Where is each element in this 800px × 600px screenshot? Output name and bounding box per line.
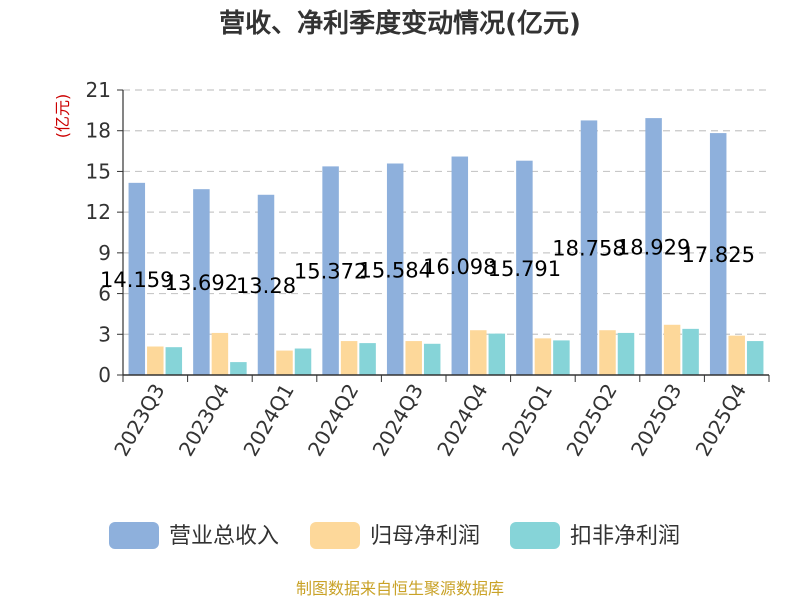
y-tick-label: 0 bbox=[98, 363, 111, 387]
legend-item[interactable]: 营业总收入 bbox=[109, 522, 279, 549]
legend-label: 扣非净利润 bbox=[570, 524, 680, 549]
data-label: 18.929 bbox=[617, 236, 690, 260]
data-label: 13.28 bbox=[236, 274, 296, 298]
legend-swatch bbox=[310, 522, 360, 549]
x-tick-label: 2024Q2 bbox=[303, 380, 363, 461]
y-tick-label: 12 bbox=[86, 200, 111, 224]
data-label: 18.758 bbox=[552, 237, 625, 261]
x-tick-label: 2025Q1 bbox=[497, 380, 557, 461]
x-tick-label: 2025Q2 bbox=[561, 380, 621, 461]
bar-non-recurring-net-profit bbox=[359, 343, 376, 375]
bar-non-recurring-net-profit bbox=[165, 347, 183, 375]
bar-non-recurring-net-profit bbox=[230, 362, 247, 375]
legend-swatch bbox=[109, 522, 159, 549]
legend-item[interactable]: 归母净利润 bbox=[310, 522, 480, 549]
data-label: 15.791 bbox=[488, 257, 561, 281]
legend-swatch bbox=[510, 522, 560, 549]
bar-net-profit bbox=[211, 332, 229, 375]
bar-non-recurring-net-profit bbox=[553, 340, 570, 375]
bar-non-recurring-net-profit bbox=[617, 332, 635, 375]
bar-net-profit bbox=[728, 335, 745, 375]
y-tick-label: 6 bbox=[98, 282, 111, 306]
bar-net-profit bbox=[276, 350, 293, 375]
bar-revenue bbox=[645, 118, 662, 375]
bar-revenue bbox=[322, 166, 339, 375]
data-label: 13.692 bbox=[165, 271, 238, 295]
y-tick-label: 15 bbox=[86, 159, 111, 183]
x-tick-label: 2023Q3 bbox=[109, 380, 169, 461]
x-tick-label: 2023Q4 bbox=[174, 380, 234, 461]
legend-item[interactable]: 扣非净利润 bbox=[510, 522, 680, 549]
data-label: 14.159 bbox=[100, 268, 173, 292]
x-tick-label: 2024Q4 bbox=[432, 380, 492, 461]
bar-non-recurring-net-profit bbox=[423, 343, 441, 375]
bar-non-recurring-net-profit bbox=[294, 348, 312, 375]
bar-non-recurring-net-profit bbox=[746, 341, 764, 375]
y-axis-label: (亿元) bbox=[53, 94, 72, 139]
bar-revenue bbox=[516, 160, 533, 375]
data-label: 15.372 bbox=[294, 260, 367, 284]
legend-label: 归母净利润 bbox=[370, 524, 480, 549]
y-tick-label: 18 bbox=[86, 119, 111, 143]
bar-revenue bbox=[257, 194, 275, 375]
bar-net-profit bbox=[470, 330, 487, 375]
x-tick-label: 2024Q3 bbox=[368, 380, 428, 461]
data-label: 17.825 bbox=[681, 243, 754, 267]
bar-net-profit bbox=[340, 341, 358, 375]
y-tick-label: 21 bbox=[86, 78, 111, 102]
data-label: 16.098 bbox=[423, 255, 496, 279]
legend-label: 营业总收入 bbox=[169, 524, 279, 549]
x-tick-label: 2024Q1 bbox=[238, 380, 298, 461]
chart-title: 营收、净利季度变动情况(亿元) bbox=[219, 8, 581, 39]
bar-net-profit bbox=[534, 338, 552, 375]
bar-revenue bbox=[386, 163, 404, 375]
data-source-note: 制图数据来自恒生聚源数据库 bbox=[296, 579, 504, 598]
x-tick-label: 2025Q3 bbox=[626, 380, 686, 461]
bar-non-recurring-net-profit bbox=[682, 328, 699, 375]
bar-revenue bbox=[451, 156, 469, 375]
data-label: 15.584 bbox=[358, 258, 431, 282]
bar-revenue bbox=[580, 120, 598, 375]
bar-revenue bbox=[709, 133, 727, 375]
bar-net-profit bbox=[405, 341, 422, 375]
bar-net-profit bbox=[147, 346, 164, 375]
bar-net-profit bbox=[663, 324, 681, 375]
y-tick-label: 9 bbox=[98, 241, 111, 265]
bar-revenue bbox=[128, 182, 146, 375]
y-tick-label: 3 bbox=[98, 322, 111, 346]
bar-revenue bbox=[193, 189, 210, 375]
x-tick-label: 2025Q4 bbox=[691, 380, 751, 461]
bar-non-recurring-net-profit bbox=[488, 333, 506, 375]
bar-net-profit bbox=[599, 330, 616, 375]
